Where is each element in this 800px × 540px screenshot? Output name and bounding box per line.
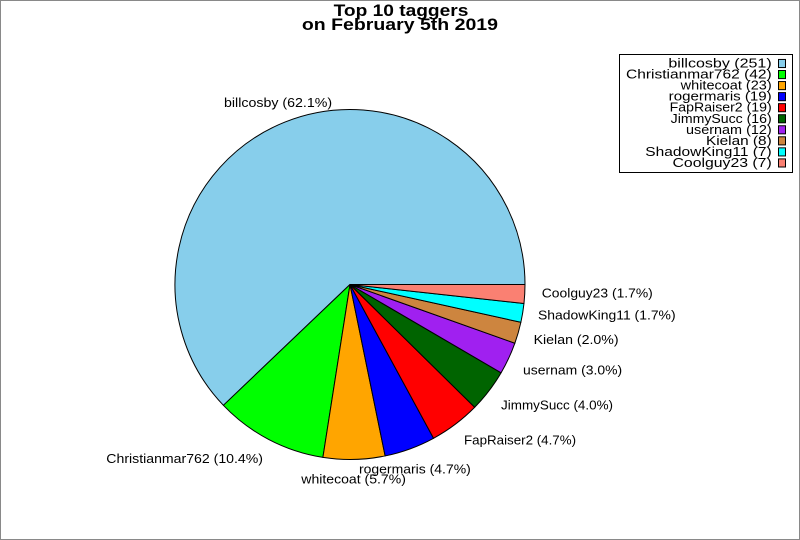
svg-text:billcosby (62.1%): billcosby (62.1%)	[224, 95, 332, 110]
svg-text:JimmySucc (16): JimmySucc (16)	[671, 111, 772, 126]
svg-text:Top 10 taggers: Top 10 taggers	[334, 2, 469, 20]
svg-text:Christianmar762 (10.4%): Christianmar762 (10.4%)	[106, 451, 263, 466]
svg-text:ShadowKing11 (1.7%): ShadowKing11 (1.7%)	[538, 307, 676, 322]
svg-text:billcosby (251): billcosby (251)	[668, 56, 771, 71]
svg-text:Kielan (2.0%): Kielan (2.0%)	[534, 332, 619, 347]
svg-text:FapRaiser2 (19): FapRaiser2 (19)	[670, 100, 772, 115]
svg-text:JimmySucc (4.0%): JimmySucc (4.0%)	[501, 398, 613, 413]
svg-text:Coolguy23 (1.7%): Coolguy23 (1.7%)	[542, 286, 653, 301]
svg-text:on February 5th 2019: on February 5th 2019	[302, 16, 498, 34]
svg-text:rogermaris (4.7%): rogermaris (4.7%)	[359, 462, 471, 477]
svg-text:rogermaris (19): rogermaris (19)	[669, 89, 772, 104]
svg-text:whitecoat (23): whitecoat (23)	[680, 78, 772, 93]
svg-text:Christianmar762 (42): Christianmar762 (42)	[626, 67, 772, 82]
svg-text:ShadowKing11 (7): ShadowKing11 (7)	[645, 144, 771, 159]
svg-text:usernam (3.0%): usernam (3.0%)	[523, 363, 622, 378]
svg-text:Coolguy23 (7): Coolguy23 (7)	[673, 155, 772, 170]
svg-text:FapRaiser2 (4.7%): FapRaiser2 (4.7%)	[464, 433, 576, 448]
svg-text:whitecoat (5.7%): whitecoat (5.7%)	[300, 472, 406, 487]
svg-text:usernam (12): usernam (12)	[686, 122, 772, 137]
svg-text:Kielan (8): Kielan (8)	[706, 133, 772, 148]
